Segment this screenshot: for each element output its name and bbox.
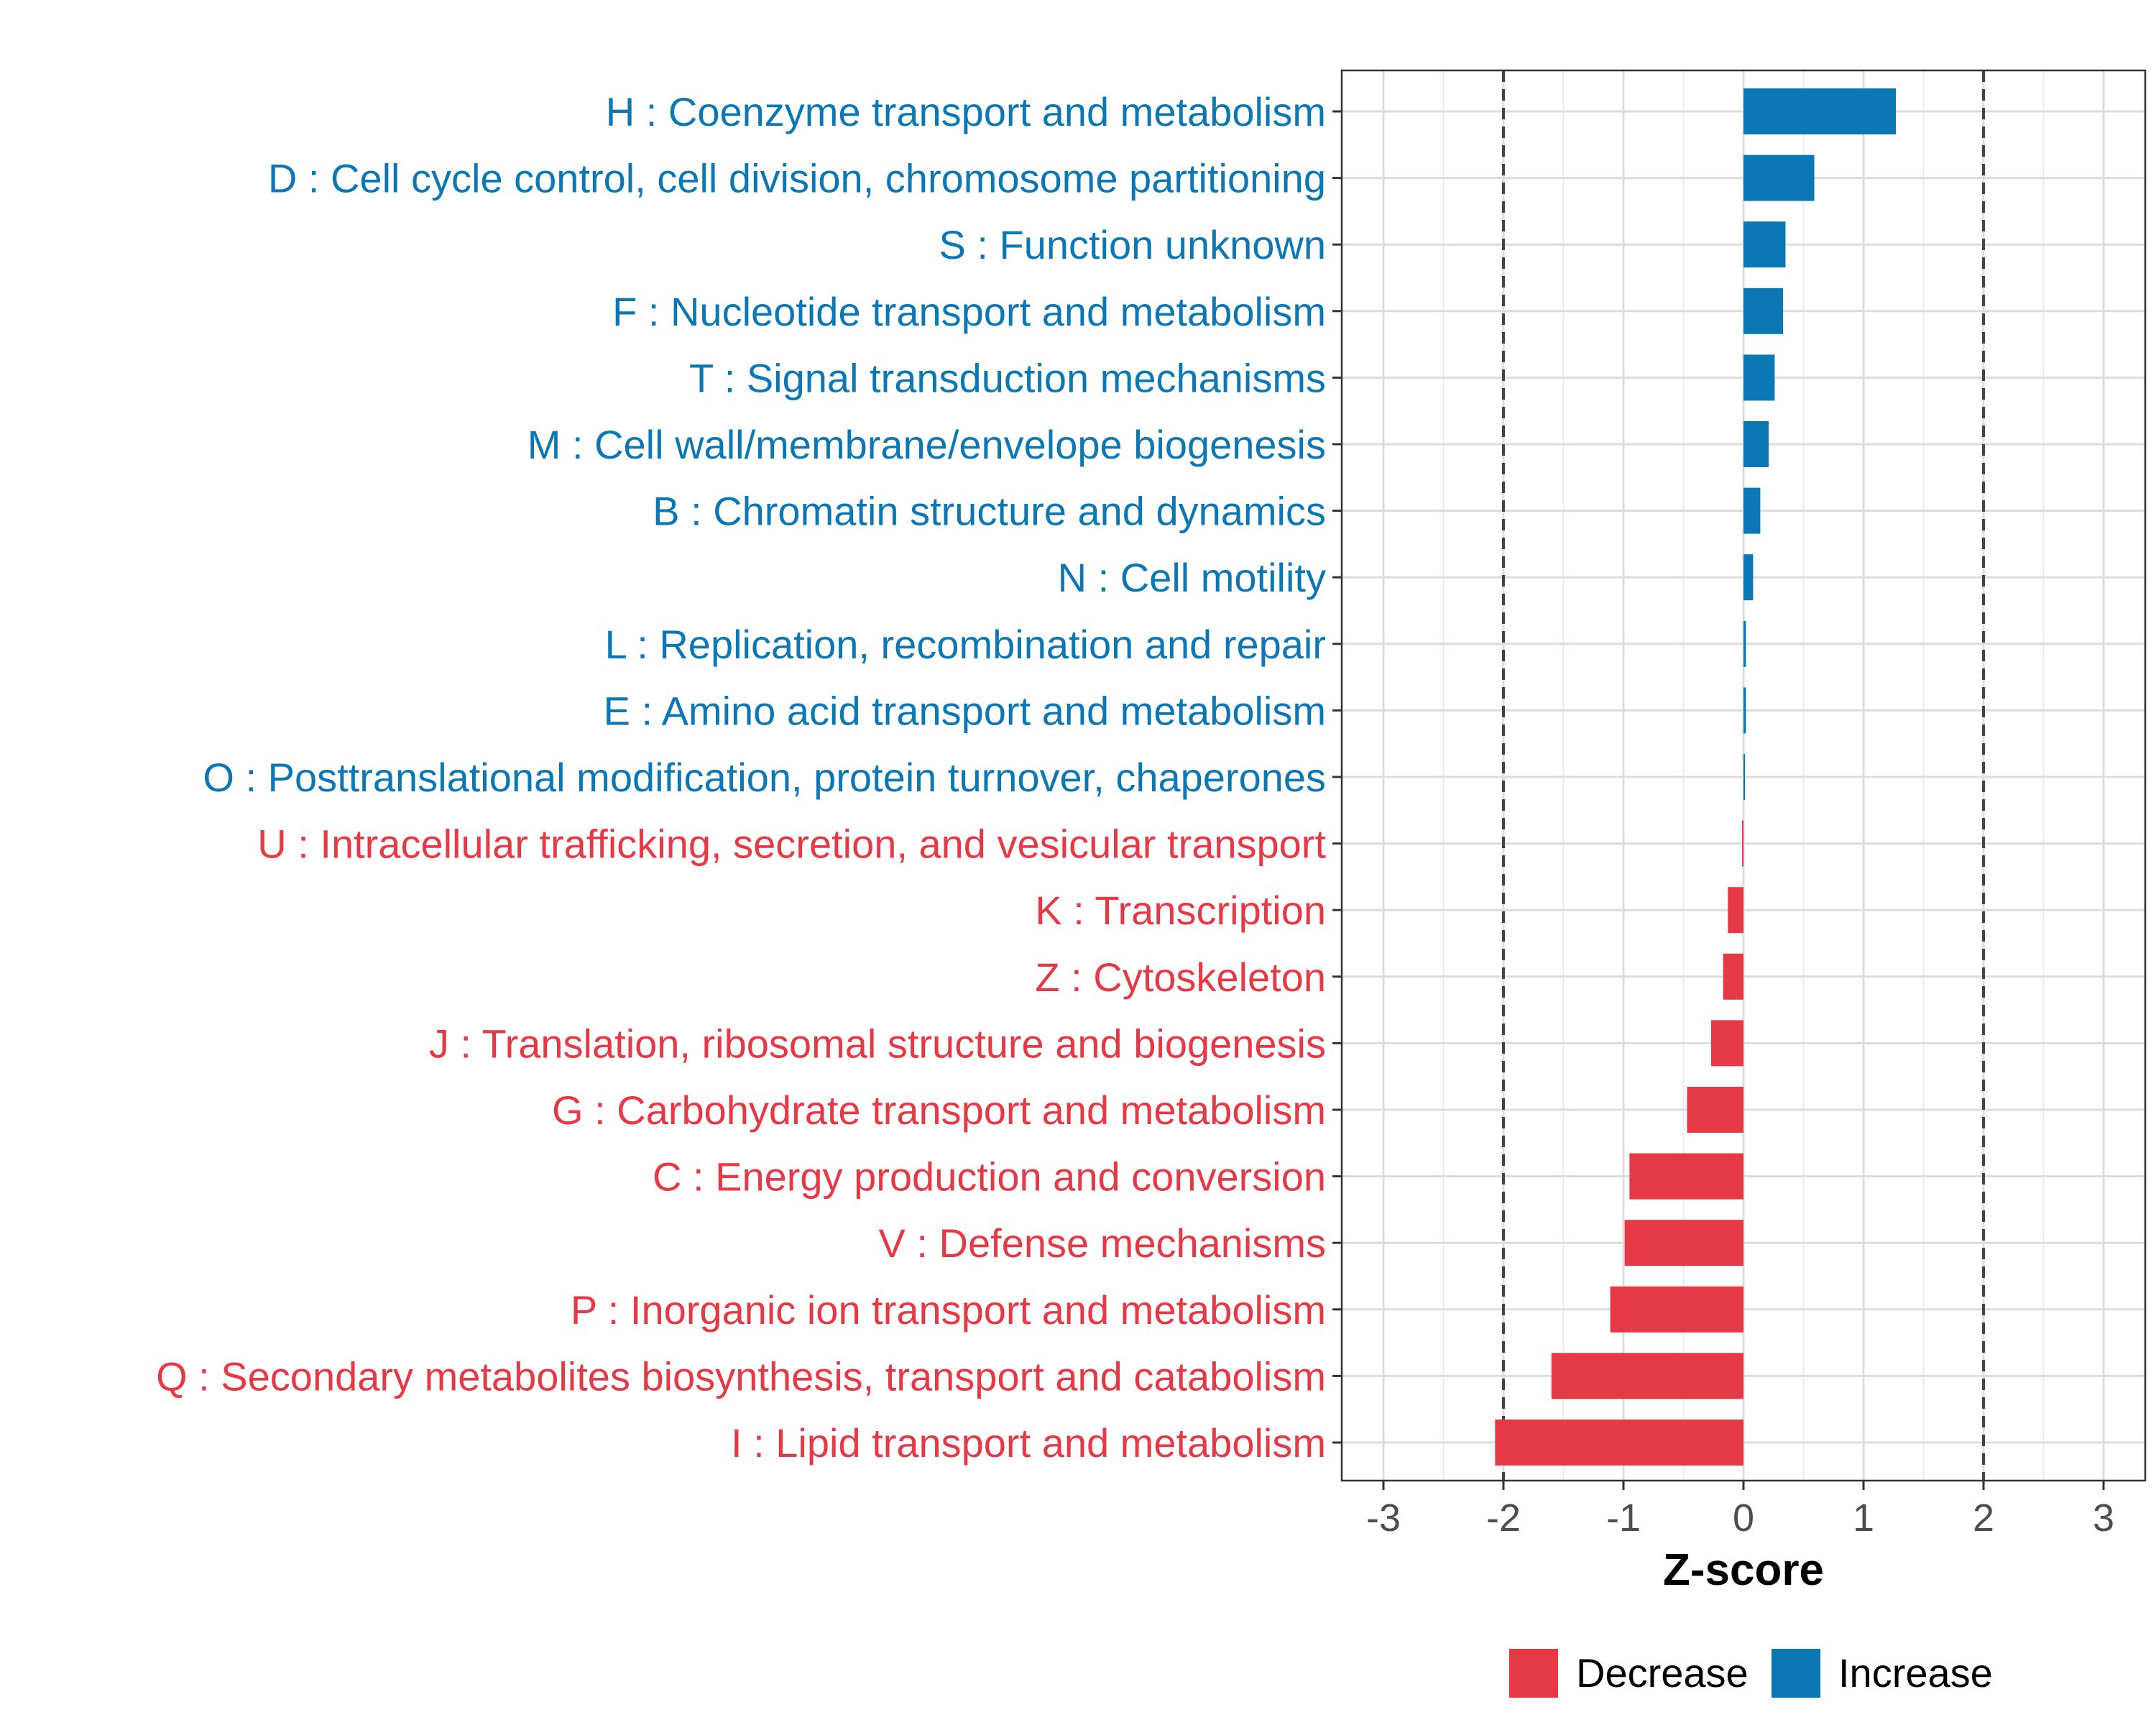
bar: [1743, 288, 1784, 334]
bar: [1551, 1353, 1743, 1399]
category-label: T : Signal transduction mechanisms: [689, 355, 1326, 400]
bar: [1743, 221, 1786, 268]
category-label: U : Intracellular trafficking, secretion…: [257, 822, 1326, 867]
bar: [1624, 1220, 1743, 1266]
legend-swatch: [1509, 1649, 1558, 1698]
x-tick-label: -2: [1486, 1496, 1521, 1540]
legend-label: Decrease: [1576, 1650, 1749, 1696]
bars: [1495, 88, 1897, 1466]
category-label: Q : Secondary metabolites biosynthesis, …: [156, 1353, 1326, 1399]
x-tick-label: -1: [1606, 1496, 1641, 1540]
bar: [1728, 887, 1743, 934]
legend-label: Increase: [1838, 1650, 1993, 1696]
category-label: C : Energy production and conversion: [653, 1154, 1326, 1200]
bar: [1723, 953, 1743, 1000]
x-tick-label: 0: [1733, 1496, 1754, 1540]
category-label: E : Amino acid transport and metabolism: [604, 688, 1326, 733]
y-axis: H : Coenzyme transport and metabolism D :…: [156, 89, 1342, 1466]
bar: [1742, 820, 1743, 867]
legend: Decrease Increase: [1509, 1649, 1993, 1698]
category-label: L : Replication, recombination and repai…: [605, 622, 1326, 667]
bar: [1743, 88, 1897, 134]
category-label: J : Translation, ribosomal structure and…: [429, 1021, 1326, 1066]
bar: [1495, 1420, 1743, 1466]
legend-swatch: [1772, 1649, 1820, 1698]
category-label: K : Transcription: [1035, 888, 1326, 933]
x-tick-label: 2: [1973, 1496, 1994, 1540]
category-label: N : Cell motility: [1058, 555, 1326, 600]
category-label: O : Posttranslational modification, prot…: [203, 755, 1326, 800]
x-axis-title: Z-score: [1663, 1545, 1824, 1595]
category-label: H : Coenzyme transport and metabolism: [606, 89, 1326, 134]
bar: [1743, 687, 1746, 734]
category-label: B : Chromatin structure and dynamics: [653, 489, 1326, 534]
bar: [1743, 421, 1769, 467]
category-label: V : Defense mechanisms: [879, 1220, 1326, 1266]
bar: [1743, 554, 1754, 601]
reference-lines: [1502, 70, 1985, 1481]
category-label: G : Carbohydrate transport and metabolis…: [552, 1087, 1326, 1133]
category-label: Z : Cytoskeleton: [1035, 954, 1326, 1000]
bar: [1687, 1087, 1743, 1133]
bar: [1743, 620, 1746, 667]
category-label: M : Cell wall/membrane/envelope biogenes…: [528, 422, 1326, 467]
x-tick-label: -3: [1366, 1496, 1401, 1540]
category-label: P : Inorganic ion transport and metaboli…: [571, 1287, 1326, 1333]
category-label: F : Nucleotide transport and metabolism: [612, 289, 1326, 334]
x-tick-label: 1: [1853, 1496, 1874, 1540]
category-label: S : Function unknown: [939, 222, 1326, 267]
bar: [1629, 1153, 1743, 1200]
bar: [1610, 1286, 1743, 1333]
category-label: I : Lipid transport and metabolism: [731, 1420, 1326, 1466]
bar: [1743, 354, 1775, 401]
x-tick-label: 3: [2093, 1496, 2114, 1540]
bar: [1743, 487, 1761, 534]
bar: [1743, 754, 1745, 800]
bar: [1743, 155, 1815, 201]
x-axis: -3 -2 -1 0 1 2 3: [1366, 1481, 2114, 1540]
category-label: D : Cell cycle control, cell division, c…: [268, 156, 1326, 201]
bar: [1710, 1020, 1743, 1067]
